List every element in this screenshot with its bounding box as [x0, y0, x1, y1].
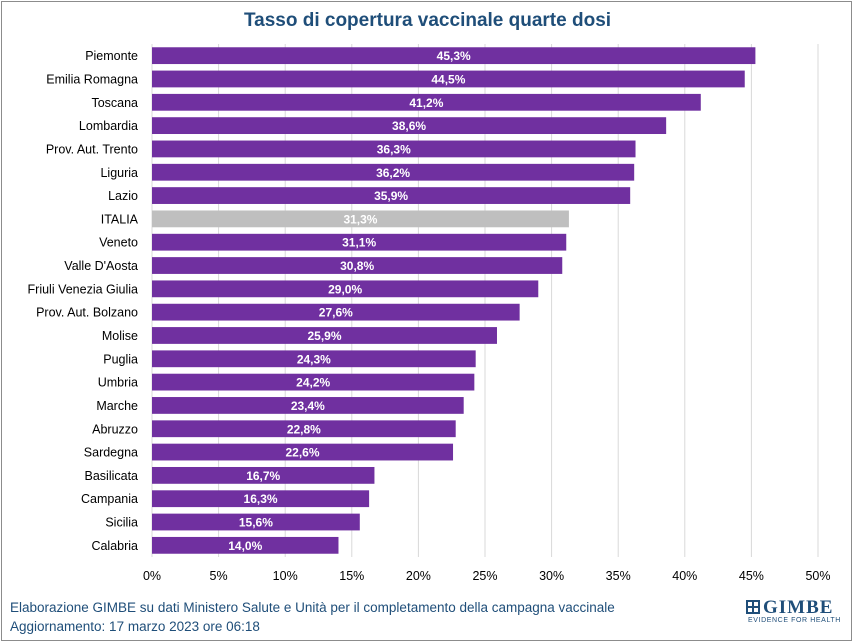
bar: [152, 513, 360, 531]
bar: [152, 70, 745, 88]
x-tick-label: 35%: [606, 569, 631, 583]
category-label: Sicilia: [105, 516, 138, 530]
category-label: Prov. Aut. Trento: [46, 142, 138, 156]
value-label: 23,4%: [291, 399, 325, 413]
value-label: 27,6%: [319, 306, 353, 320]
logo-tagline: EVIDENCE FOR HEALTH: [748, 617, 841, 624]
value-label: 22,6%: [286, 446, 320, 460]
category-label: Sardegna: [84, 446, 138, 460]
footer-source: Elaborazione GIMBE su dati Ministero Sal…: [10, 600, 615, 615]
bar: [152, 140, 636, 158]
category-label: Umbria: [98, 376, 138, 390]
category-label: Marche: [96, 399, 138, 413]
value-label: 29,0%: [328, 282, 362, 296]
value-label: 38,6%: [392, 119, 426, 133]
bar: [152, 490, 370, 508]
value-label: 22,8%: [287, 422, 321, 436]
x-tick-label: 20%: [406, 569, 431, 583]
x-tick-label: 15%: [339, 569, 364, 583]
bar: [152, 163, 635, 181]
bar: [152, 397, 464, 414]
value-label: 31,3%: [343, 212, 377, 226]
bar: [152, 536, 339, 554]
category-label: Veneto: [99, 236, 138, 250]
value-label: 44,5%: [431, 72, 465, 86]
category-label: Lombardia: [79, 119, 138, 133]
value-label: 16,7%: [246, 469, 280, 483]
category-label: Friuli Venezia Giulia: [28, 282, 139, 296]
category-label: Abruzzo: [92, 422, 138, 436]
bar: [152, 47, 756, 65]
bar: [152, 466, 375, 484]
chart-title: Tasso di copertura vaccinale quarte dosi: [243, 10, 612, 31]
category-label: Valle D'Aosta: [64, 259, 138, 273]
gimbe-logo-icon: [746, 600, 760, 614]
category-label: ITALIA: [101, 212, 139, 226]
category-label: Lazio: [108, 189, 138, 203]
bar: [152, 233, 567, 251]
x-tick-label: 45%: [739, 569, 764, 583]
bar: [152, 420, 456, 438]
gimbe-logo: GIMBE EVIDENCE FOR HEALTH: [746, 597, 842, 628]
category-label: Puglia: [103, 352, 138, 366]
bar: [152, 303, 520, 321]
value-label: 16,3%: [244, 492, 278, 506]
x-tick-label: 10%: [273, 569, 298, 583]
category-label: Campania: [81, 492, 138, 506]
category-label: Prov. Aut. Bolzano: [36, 306, 138, 320]
value-label: 30,8%: [340, 259, 374, 273]
bar: [152, 210, 569, 228]
value-label: 45,3%: [437, 49, 471, 63]
bar: [152, 257, 563, 274]
x-tick-label: 0%: [143, 569, 161, 583]
value-label: 31,1%: [342, 236, 376, 250]
logo-name: GIMBE: [763, 597, 834, 618]
bar: [152, 327, 497, 344]
x-tick-label: 5%: [210, 569, 228, 583]
x-tick-label: 25%: [472, 569, 497, 583]
bar: [152, 93, 701, 111]
bar: [152, 443, 454, 461]
bar: [152, 373, 475, 391]
category-label: Calabria: [91, 539, 138, 553]
category-label: Toscana: [91, 96, 138, 110]
value-label: 41,2%: [409, 96, 443, 110]
category-label: Piemonte: [85, 49, 138, 63]
bar: [152, 117, 667, 135]
footer-update: Aggiornamento: 17 marzo 2023 ore 06:18: [10, 619, 260, 634]
x-tick-label: 40%: [672, 569, 697, 583]
value-label: 25,9%: [307, 329, 341, 343]
value-label: 24,2%: [296, 376, 330, 390]
category-label: Emilia Romagna: [46, 72, 138, 86]
category-label: Basilicata: [85, 469, 139, 483]
bar: [152, 280, 539, 298]
x-tick-label: 30%: [539, 569, 564, 583]
value-label: 35,9%: [374, 189, 408, 203]
bar: [152, 187, 631, 204]
category-label: Liguria: [100, 166, 138, 180]
category-label: Molise: [102, 329, 138, 343]
value-label: 36,2%: [376, 166, 410, 180]
x-tick-label: 50%: [805, 569, 830, 583]
value-label: 15,6%: [239, 516, 273, 530]
value-label: 36,3%: [377, 142, 411, 156]
value-label: 14,0%: [228, 539, 262, 553]
bar: [152, 350, 476, 368]
value-label: 24,3%: [297, 352, 331, 366]
